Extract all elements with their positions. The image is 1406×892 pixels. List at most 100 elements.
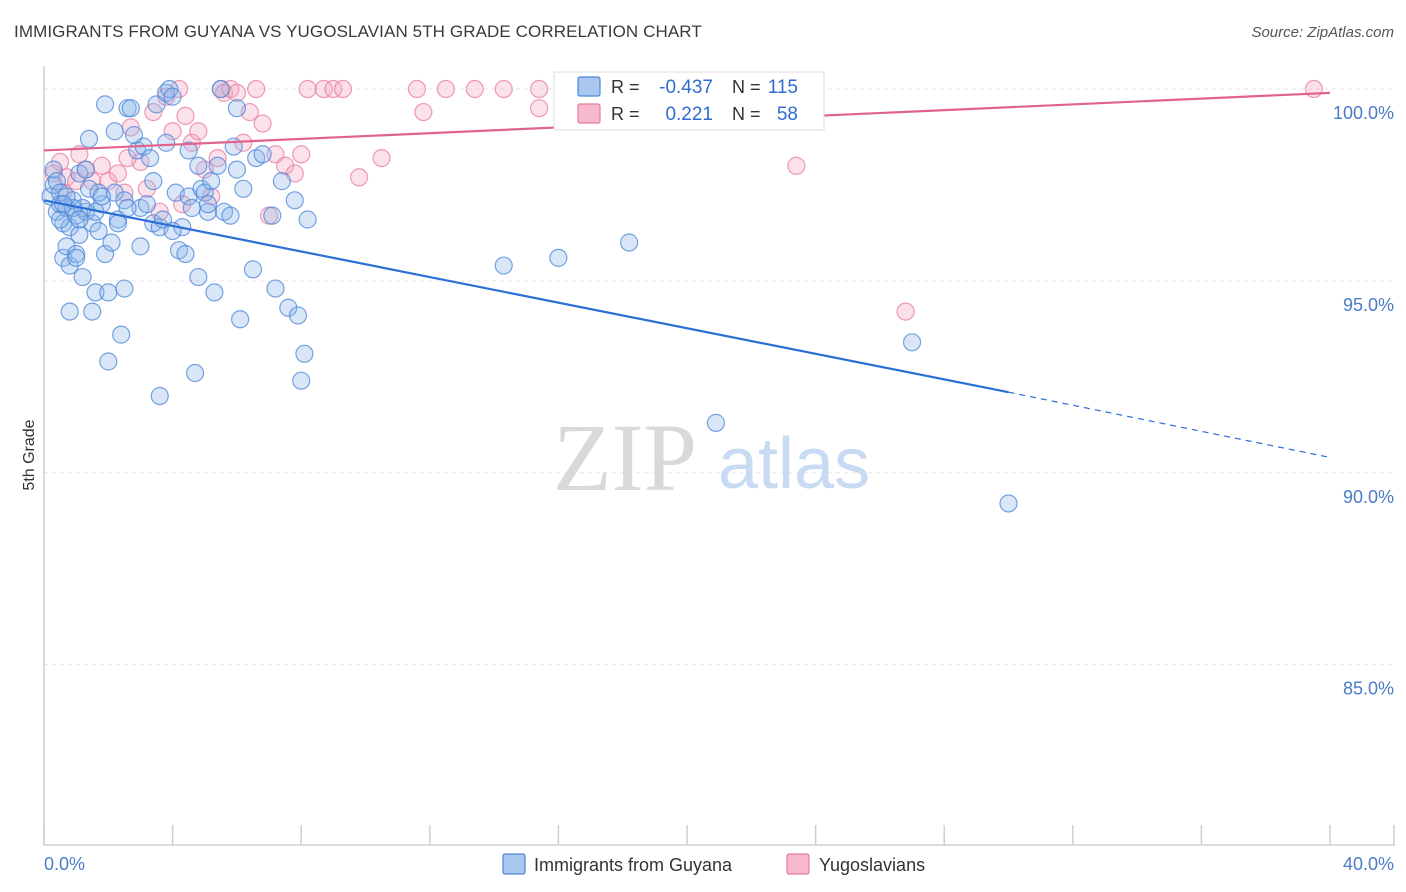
guyana-point bbox=[620, 233, 639, 252]
yugoslavians-point bbox=[530, 99, 549, 118]
guyana-point bbox=[89, 221, 108, 241]
guyana-point bbox=[112, 325, 131, 344]
guyana-point bbox=[227, 99, 246, 118]
y-tick-label: 100.0% bbox=[1333, 103, 1394, 123]
guyana-point bbox=[118, 198, 137, 218]
guyana-point bbox=[231, 310, 250, 329]
series-legend: Immigrants from Guyana Yugoslavians bbox=[502, 853, 925, 875]
guyana-points bbox=[41, 79, 1018, 513]
yugoslavians-point bbox=[896, 302, 915, 321]
guyana-point bbox=[70, 210, 89, 229]
guyana-point bbox=[189, 267, 208, 287]
yugoslavians-point bbox=[333, 79, 353, 99]
guyana-point bbox=[131, 237, 150, 256]
legend-swatch-yugoslavians bbox=[786, 853, 810, 875]
yugoslavians-point bbox=[1304, 79, 1324, 99]
guyana-point bbox=[76, 160, 95, 179]
guyana-point bbox=[102, 233, 121, 252]
guyana-point bbox=[60, 218, 79, 237]
guyana-point bbox=[706, 413, 726, 432]
guyana-point bbox=[292, 371, 311, 390]
guyana-point bbox=[86, 283, 105, 302]
guyana-trend-extension bbox=[1008, 391, 1331, 459]
guyana-point bbox=[208, 156, 227, 175]
guyana-point bbox=[288, 306, 308, 325]
axes bbox=[43, 66, 1395, 846]
watermark-zip: ZIP bbox=[553, 404, 697, 511]
guyana-point bbox=[494, 256, 513, 275]
guyana-point bbox=[186, 363, 205, 383]
guyana-point bbox=[70, 225, 89, 244]
yugoslavians-point bbox=[349, 168, 369, 187]
y-axis-label: 5th Grade bbox=[21, 419, 38, 490]
guyana-point bbox=[121, 99, 140, 118]
yugoslavians-point bbox=[292, 145, 311, 164]
guyana-point bbox=[198, 202, 218, 221]
guyana-point bbox=[99, 352, 118, 371]
stats-legend-swatch-pink bbox=[577, 103, 601, 124]
guyana-point bbox=[182, 198, 201, 218]
guyana-point bbox=[234, 179, 253, 198]
guyana-point bbox=[92, 187, 111, 206]
stats-r-label-blue: R = bbox=[611, 77, 640, 97]
stats-legend: R = -0.437 N = 115 R = 0.221 N = 58 bbox=[553, 71, 825, 131]
guyana-point bbox=[227, 160, 246, 179]
guyana-point bbox=[73, 267, 92, 287]
watermark-atlas: atlas bbox=[718, 424, 870, 504]
guyana-point bbox=[137, 195, 156, 214]
guyana-point bbox=[272, 172, 292, 191]
gridlines bbox=[44, 88, 1395, 666]
stats-legend-swatch-blue bbox=[577, 76, 601, 97]
guyana-point bbox=[266, 279, 285, 298]
guyana-point bbox=[108, 214, 128, 233]
guyana-point bbox=[285, 191, 304, 210]
guyana-point bbox=[83, 302, 102, 321]
stats-n-label-blue: N = bbox=[732, 77, 761, 97]
yugoslavians-point bbox=[253, 114, 272, 133]
guyana-point bbox=[60, 302, 79, 321]
guyana-point bbox=[79, 129, 99, 149]
y-tick-label: 95.0% bbox=[1343, 295, 1394, 315]
legend-label-guyana: Immigrants from Guyana bbox=[534, 855, 733, 875]
yugoslavians-point bbox=[465, 79, 484, 99]
guyana-point bbox=[999, 494, 1018, 513]
yugoslavians-point bbox=[92, 156, 111, 175]
chart-source: Source: ZipAtlas.com bbox=[1251, 24, 1394, 41]
yugoslavians-point bbox=[324, 79, 343, 99]
yugoslavians-point bbox=[176, 106, 195, 125]
guyana-point bbox=[95, 95, 115, 114]
guyana-point bbox=[205, 283, 224, 302]
yugoslavians-point bbox=[247, 79, 266, 99]
yugoslavians-point bbox=[276, 156, 295, 175]
stats-n-label-pink: N = bbox=[732, 104, 761, 124]
guyana-point bbox=[243, 260, 263, 279]
guyana-point bbox=[279, 298, 298, 317]
yugoslavians-point bbox=[208, 148, 227, 168]
stats-n-value-pink: 58 bbox=[777, 104, 798, 125]
guyana-point bbox=[253, 145, 272, 164]
yugoslavians-point bbox=[298, 79, 317, 99]
yugoslavians-point bbox=[372, 148, 391, 168]
guyana-point bbox=[44, 160, 63, 179]
yugoslavians-point bbox=[227, 83, 246, 102]
guyana-point bbox=[295, 344, 314, 363]
guyana-point bbox=[50, 210, 70, 229]
guyana-point bbox=[150, 386, 169, 406]
guyana-point bbox=[211, 79, 230, 99]
guyana-point bbox=[140, 148, 160, 168]
yugoslavians-point bbox=[314, 79, 333, 99]
guyana-point bbox=[124, 125, 144, 145]
guyana-point bbox=[176, 244, 195, 264]
guyana-point bbox=[189, 156, 208, 175]
y-tick-label: 85.0% bbox=[1343, 679, 1394, 699]
guyana-point bbox=[115, 279, 134, 298]
yugoslavians-point bbox=[436, 79, 455, 99]
guyana-point bbox=[902, 333, 922, 352]
guyana-point bbox=[99, 283, 118, 302]
yugoslavians-point bbox=[787, 156, 806, 175]
guyana-trend-line bbox=[43, 199, 1009, 394]
legend-label-yugoslavians: Yugoslavians bbox=[819, 855, 925, 875]
yugoslavians-point bbox=[189, 122, 208, 141]
y-axis-tick-labels: 100.0% 95.0% 90.0% 85.0% bbox=[1333, 103, 1394, 699]
stats-r-value-pink: 0.221 bbox=[665, 104, 713, 125]
